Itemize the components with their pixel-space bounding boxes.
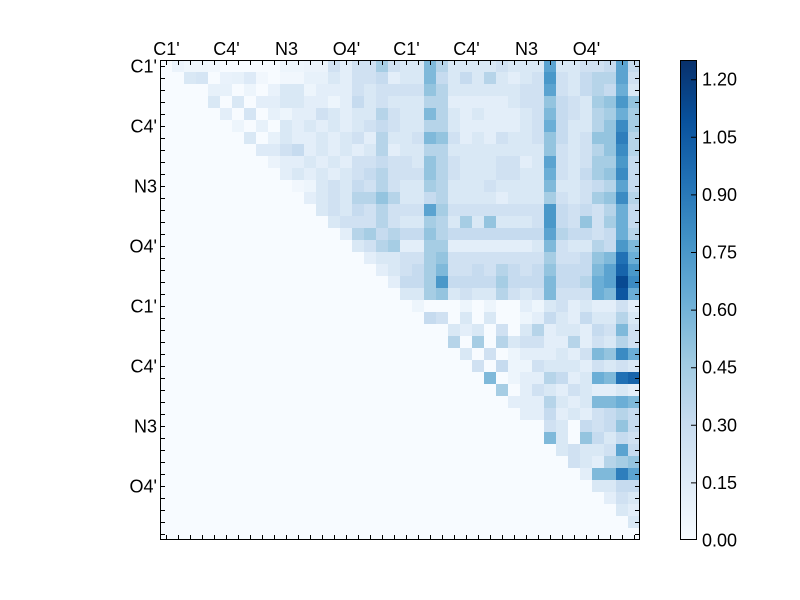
svg-text:C4': C4' xyxy=(453,39,479,59)
svg-text:C4': C4' xyxy=(131,117,157,137)
svg-text:0.75: 0.75 xyxy=(702,243,737,263)
svg-text:C1': C1' xyxy=(393,39,419,59)
svg-text:C4': C4' xyxy=(213,39,239,59)
svg-text:O4': O4' xyxy=(573,39,600,59)
svg-text:0.00: 0.00 xyxy=(702,531,737,551)
svg-text:C4': C4' xyxy=(131,357,157,377)
svg-text:1.20: 1.20 xyxy=(702,70,737,90)
svg-text:N3: N3 xyxy=(134,417,157,437)
svg-text:C1': C1' xyxy=(153,39,179,59)
svg-text:1.05: 1.05 xyxy=(702,127,737,147)
svg-text:O4': O4' xyxy=(130,237,157,257)
svg-text:0.90: 0.90 xyxy=(702,185,737,205)
svg-text:0.45: 0.45 xyxy=(702,358,737,378)
svg-text:N3: N3 xyxy=(275,39,298,59)
svg-text:0.15: 0.15 xyxy=(702,473,737,493)
svg-text:O4': O4' xyxy=(333,39,360,59)
svg-text:0.30: 0.30 xyxy=(702,415,737,435)
svg-text:0.60: 0.60 xyxy=(702,300,737,320)
svg-text:N3: N3 xyxy=(134,177,157,197)
svg-text:N3: N3 xyxy=(515,39,538,59)
svg-text:C1': C1' xyxy=(131,297,157,317)
svg-text:C1': C1' xyxy=(131,57,157,77)
svg-text:O4': O4' xyxy=(130,477,157,497)
